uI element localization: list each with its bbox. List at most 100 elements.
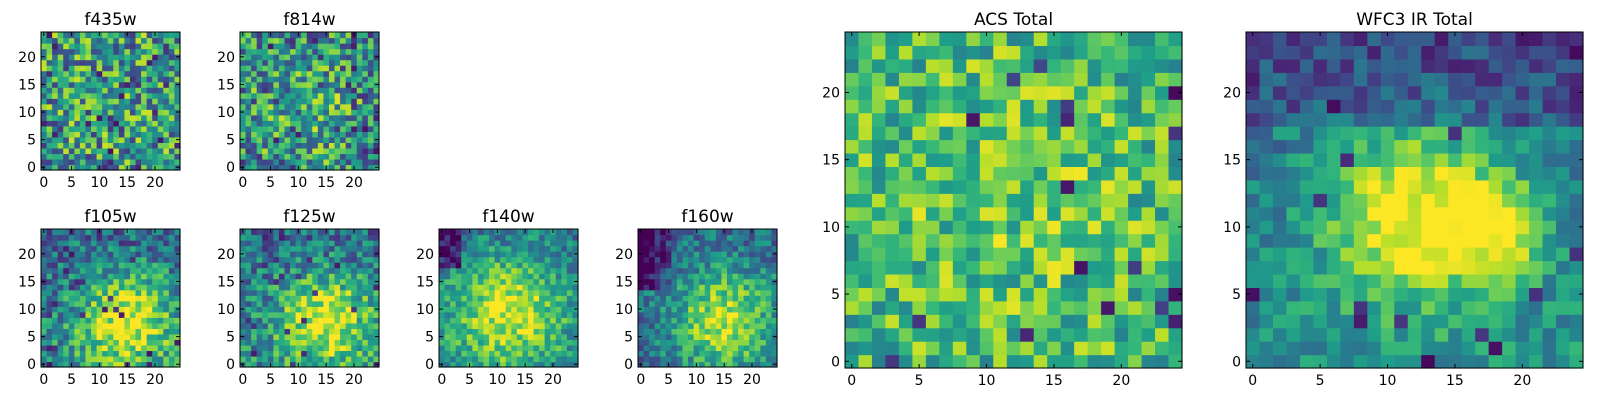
- heatmap-cell: [1502, 260, 1517, 275]
- heatmap-cell: [1272, 273, 1288, 288]
- heatmap-cell: [74, 142, 81, 149]
- heatmap-cell: [168, 59, 176, 66]
- heatmap-cell: [704, 311, 711, 318]
- heatmap-cell: [351, 273, 358, 280]
- heatmap-cell: [912, 341, 927, 356]
- heatmap-cell: [168, 92, 176, 99]
- heatmap-cell: [1340, 166, 1355, 181]
- heatmap-cell: [317, 256, 324, 263]
- heatmap-cell: [107, 229, 114, 236]
- heatmap-cell: [649, 361, 656, 368]
- heatmap-cell: [1367, 260, 1382, 275]
- heatmap-cell: [129, 65, 137, 72]
- heatmap-cell: [682, 278, 689, 285]
- heatmap-cell: [952, 126, 967, 141]
- heatmap-cell: [1128, 45, 1143, 60]
- heatmap-cell: [1475, 179, 1490, 194]
- heatmap-cell: [726, 350, 734, 357]
- heatmap-cell: [262, 158, 269, 166]
- heatmap-cell: [754, 317, 761, 324]
- heatmap-cell: [1141, 206, 1156, 221]
- heatmap-cell: [726, 317, 734, 324]
- heatmap-cell: [544, 273, 551, 280]
- heatmap-cell: [500, 344, 507, 352]
- heatmap-cell: [312, 43, 319, 50]
- heatmap-cell: [483, 240, 490, 247]
- heatmap-cell: [743, 245, 750, 252]
- heatmap-cell: [1340, 179, 1355, 194]
- heatmap-cell: [858, 247, 873, 262]
- heatmap-cell: [290, 48, 297, 55]
- heatmap-cell: [1380, 341, 1395, 356]
- heatmap-cell: [41, 153, 48, 160]
- heatmap-cell: [367, 229, 375, 236]
- heatmap-cell: [152, 278, 159, 285]
- heatmap-cell: [317, 43, 324, 50]
- heatmap-cell: [267, 284, 274, 291]
- heatmap-cell: [52, 306, 59, 313]
- heatmap-cell: [152, 54, 159, 61]
- heatmap-cell: [107, 306, 114, 313]
- heatmap-cell: [113, 245, 120, 252]
- heatmap-cell: [41, 65, 48, 72]
- heatmap-cell: [472, 328, 479, 335]
- heatmap-cell: [1326, 287, 1341, 302]
- heatmap-cell: [749, 256, 756, 263]
- heatmap-cell: [765, 284, 773, 291]
- heatmap-cell: [1286, 206, 1301, 221]
- heatmap-cell: [362, 120, 369, 127]
- heatmap-cell: [91, 267, 98, 274]
- heatmap-cell: [726, 300, 734, 307]
- heatmap-cell: [52, 131, 59, 138]
- heatmap-cell: [466, 240, 473, 247]
- heatmap-cell: [278, 109, 286, 116]
- heatmap-cell: [102, 240, 109, 247]
- heatmap-cell: [102, 120, 109, 127]
- heatmap-cell: [351, 300, 358, 307]
- heatmap-cell: [561, 256, 568, 263]
- heatmap-cells: [1246, 32, 1584, 369]
- heatmap-cell: [63, 322, 70, 329]
- heatmap-cell: [566, 328, 574, 335]
- heatmap-cell: [743, 251, 750, 258]
- heatmap-cell: [317, 350, 324, 357]
- heatmap-cell: [52, 295, 59, 302]
- heatmap-cell: [267, 322, 274, 329]
- heatmap-cell: [245, 344, 252, 352]
- heatmap-cell: [157, 234, 164, 241]
- heatmap-cell: [566, 289, 574, 296]
- heatmap-cell: [251, 278, 258, 285]
- heatmap-cell: [46, 344, 53, 352]
- heatmap-cell: [141, 350, 148, 357]
- y-tick-label: 0: [226, 160, 235, 176]
- heatmap-cell: [450, 322, 457, 329]
- heatmap-cell: [284, 131, 291, 138]
- heatmap-cell: [52, 70, 59, 77]
- heatmap-cell: [765, 273, 773, 280]
- heatmap-cell: [124, 256, 131, 263]
- heatmap-cell: [129, 136, 137, 143]
- heatmap-cell: [539, 240, 546, 247]
- heatmap-cell: [1448, 314, 1463, 329]
- heatmap-cell: [306, 125, 313, 132]
- heatmap-cell: [566, 262, 574, 269]
- heatmap-cell: [516, 240, 523, 247]
- heatmap-cell: [351, 240, 358, 247]
- heatmap-cell: [693, 328, 700, 335]
- heatmap-cell: [146, 289, 153, 296]
- heatmap-cell: [157, 317, 164, 324]
- heatmap-cell: [925, 72, 940, 87]
- heatmap-cell: [356, 234, 363, 241]
- heatmap-cell: [152, 267, 159, 274]
- heatmap-cell: [96, 153, 103, 160]
- heatmap-cell: [533, 295, 540, 302]
- heatmap-cell: [267, 54, 274, 61]
- heatmap-cell: [41, 142, 48, 149]
- x-tick-label: 20: [1112, 373, 1130, 389]
- heatmap-cell: [124, 350, 131, 357]
- heatmap-cell: [1542, 314, 1557, 329]
- heatmap-cell: [334, 300, 341, 307]
- heatmap-cell: [505, 344, 512, 352]
- heatmap-cell: [152, 344, 159, 352]
- heatmap-cell: [96, 355, 103, 363]
